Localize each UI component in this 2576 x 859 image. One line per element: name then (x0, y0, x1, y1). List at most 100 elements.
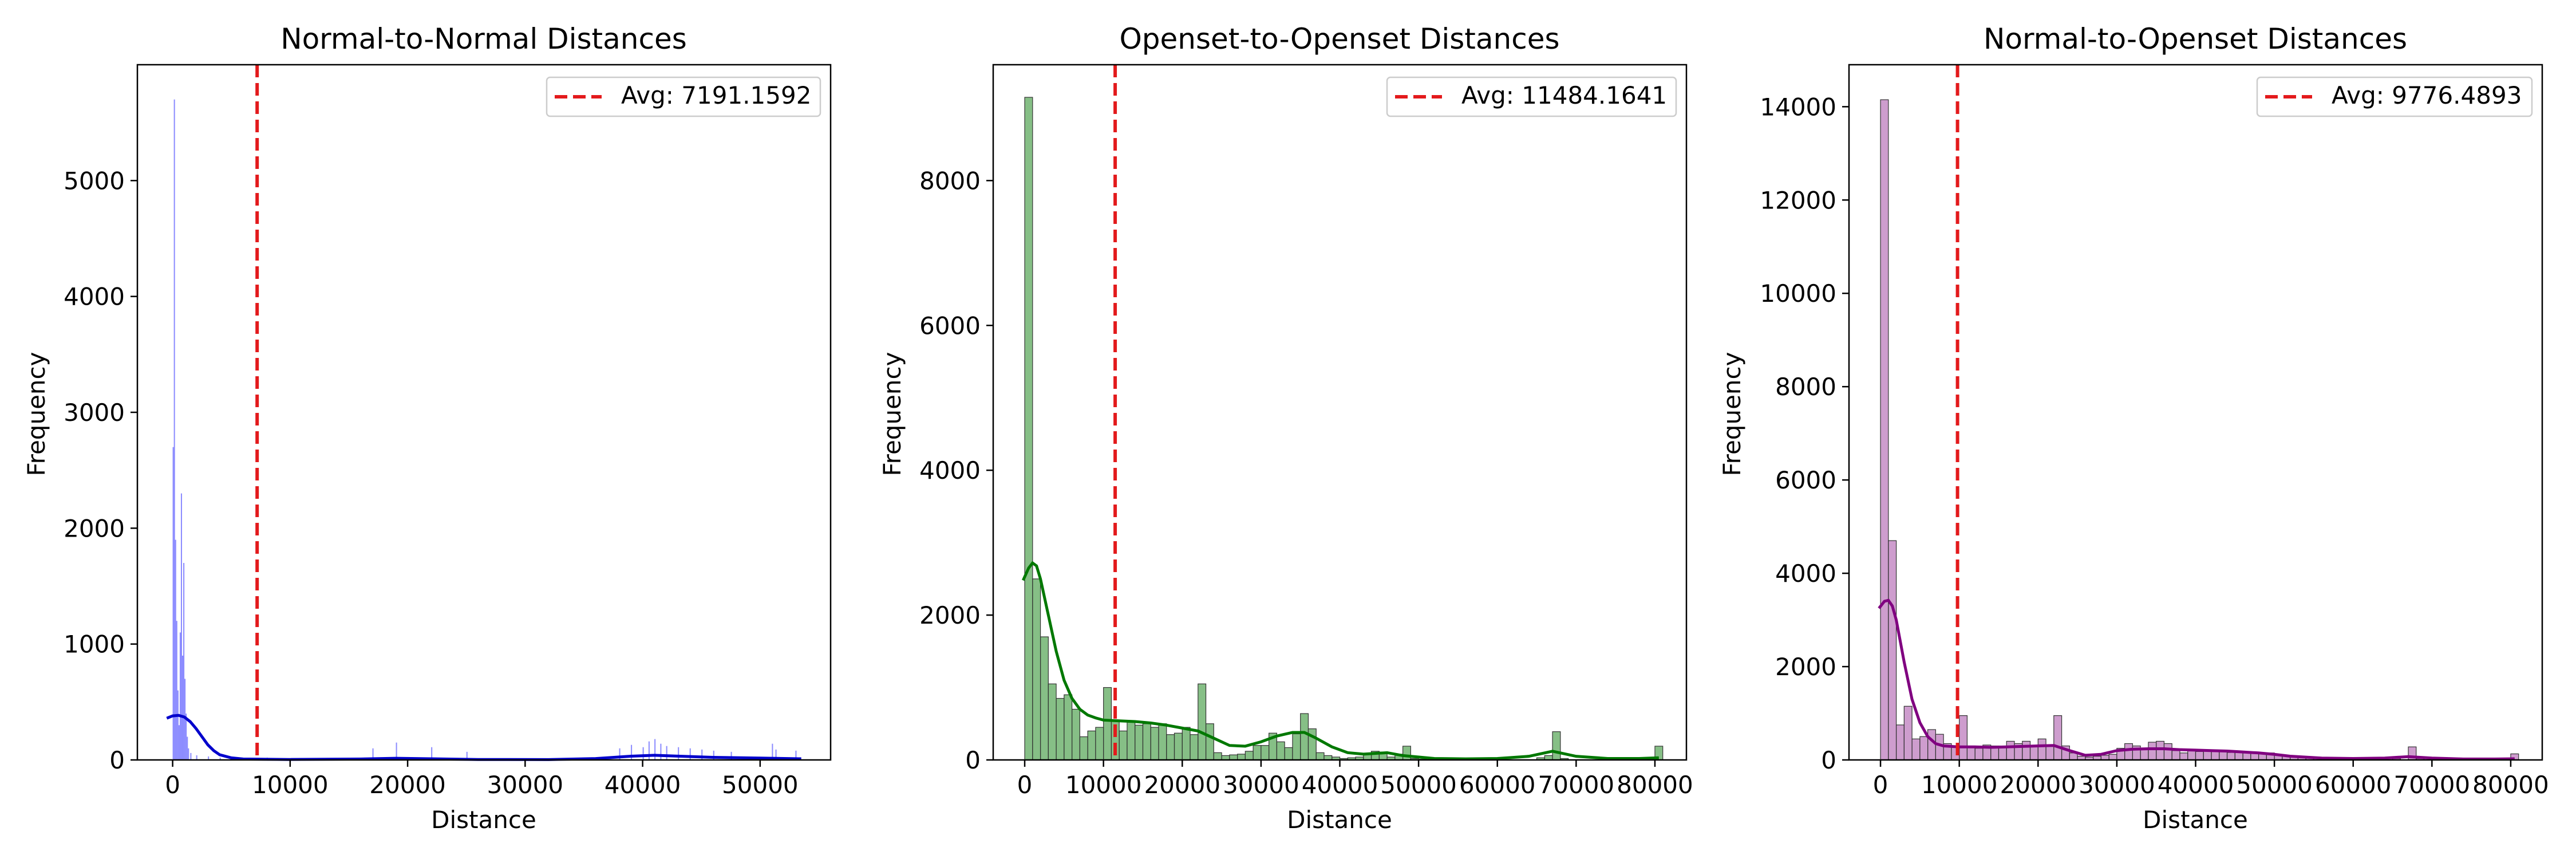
histogram-bar (1552, 731, 1561, 761)
histogram-bar (1903, 706, 1913, 761)
x-tick-label: 40000 (605, 771, 681, 799)
histogram-bar (183, 563, 185, 760)
histogram-bar (775, 749, 777, 760)
x-tick-label: 70000 (2394, 771, 2471, 799)
histogram-bar (196, 755, 197, 760)
histogram-bar (1064, 694, 1073, 761)
x-tick-label: 60000 (2315, 771, 2392, 799)
histogram-bar (1244, 751, 1254, 761)
x-tick-label: 10000 (1921, 771, 1998, 799)
histogram-bar (1087, 730, 1096, 761)
y-tick-label: 2000 (919, 601, 981, 629)
y-tick-label: 3000 (64, 399, 125, 427)
x-tick-label: 0 (1873, 771, 1888, 799)
y-tick-label: 14000 (1760, 93, 1836, 121)
histogram-bar (666, 746, 667, 760)
histogram-bar (466, 751, 468, 760)
histogram-bar (1919, 736, 1929, 761)
x-tick-label: 70000 (1538, 771, 1615, 799)
y-tick-label: 0 (1821, 746, 1836, 774)
histogram-bar (184, 679, 186, 760)
histogram-bar (1150, 727, 1159, 761)
x-tick-label: 0 (165, 771, 180, 799)
histogram-bar (1072, 708, 1080, 761)
histogram-bar (642, 747, 644, 760)
histogram-bar (190, 752, 192, 760)
histogram-bar (2187, 750, 2196, 761)
y-axis-label: Frequency (878, 352, 906, 476)
x-tick-label: 80000 (1617, 771, 1693, 799)
histogram-bar (1095, 727, 1104, 761)
histogram-bar (182, 655, 184, 760)
y-tick-label: 4000 (1775, 559, 1836, 588)
histogram-bar (187, 736, 188, 760)
histogram-bar (208, 756, 210, 760)
chart-title: Openset-to-Openset Distances (1119, 22, 1559, 56)
panel-openset-to-openset: 0 10000 20000 30000 40000 50000 60000 70000 8000… (878, 22, 1693, 834)
histogram-bar (2108, 754, 2117, 761)
y-tick-label: 12000 (1760, 186, 1836, 214)
x-axis-label: Distance (2143, 806, 2248, 834)
x-tick-label: 50000 (722, 771, 799, 799)
histogram-bar (2022, 740, 2031, 761)
histogram-bar (2179, 752, 2188, 761)
plot-area: 0 10000 20000 30000 40000 50000 60000 70000 8000… (1760, 64, 2549, 799)
histogram-bar (2029, 746, 2038, 761)
y-tick-label: 4000 (919, 456, 981, 484)
histogram-bar (1040, 636, 1049, 761)
histogram-bar (1182, 727, 1191, 761)
histogram-bar (176, 621, 177, 760)
histogram-bar (795, 750, 797, 760)
x-tick-label: 60000 (1459, 771, 1536, 799)
histogram-bar (1205, 723, 1214, 761)
histogram-bar (1032, 578, 1041, 761)
plot-area: 0 10000 20000 30000 40000 50000 60000 70000 8000… (919, 64, 1693, 799)
x-tick-label: 50000 (2236, 771, 2313, 799)
y-tick-label: 0 (109, 746, 125, 774)
histogram-bar (2250, 752, 2259, 761)
histogram-bar (1895, 724, 1905, 761)
histogram-bar (173, 99, 175, 761)
histogram-bar (1024, 97, 1033, 761)
histogram-bar (2037, 738, 2046, 761)
legend-label: Avg: 7191.1592 (621, 81, 811, 109)
histogram-bar (1888, 540, 1897, 761)
x-tick-label: 50000 (1380, 771, 1457, 799)
histogram-bar (1935, 734, 1944, 761)
histogram-bar (2045, 745, 2055, 761)
histogram-bar (1911, 738, 1921, 761)
histogram-bar (1213, 752, 1222, 761)
y-tick-label: 8000 (919, 167, 981, 195)
histogram-bar (219, 757, 221, 760)
x-tick-label: 20000 (369, 771, 446, 799)
chart-title: Normal-to-Normal Distances (280, 22, 687, 56)
histogram-bar (2219, 751, 2228, 761)
histogram-bar (180, 493, 182, 760)
x-tick-label: 40000 (2158, 771, 2234, 799)
kde-curve (1878, 598, 2515, 761)
histogram-bar (1402, 746, 1411, 761)
histogram-bar (1198, 683, 1207, 761)
plot-area: 0 10000 20000 30000 40000 50000 0 1000 2000 3000 4… (64, 64, 832, 799)
x-axis-label: Distance (431, 806, 536, 834)
histogram-bar (2053, 715, 2063, 761)
histogram-bar (1315, 752, 1325, 761)
x-tick-label: 0 (1017, 771, 1033, 799)
histogram-bar (179, 632, 181, 760)
y-tick-label: 1000 (64, 631, 125, 659)
histogram-bar (1300, 713, 1309, 761)
histogram-bar (1119, 730, 1128, 761)
histogram-bar (730, 751, 732, 760)
legend-box (546, 76, 821, 117)
x-axis-label: Distance (1287, 806, 1392, 834)
histogram-bar (2006, 740, 2015, 761)
histogram-bar (1056, 698, 1065, 761)
histogram-bar (1276, 741, 1285, 761)
legend-label: Avg: 11484.1641 (1461, 81, 1667, 109)
histogram-bar (185, 714, 187, 760)
histogram-bar (1261, 745, 1270, 761)
x-tick-label: 10000 (1065, 771, 1142, 799)
histogram-bar (1974, 748, 1984, 761)
panel-normal-to-openset: 0 10000 20000 30000 40000 50000 60000 70000 8000… (1718, 22, 2549, 834)
histogram-bar (619, 748, 621, 760)
